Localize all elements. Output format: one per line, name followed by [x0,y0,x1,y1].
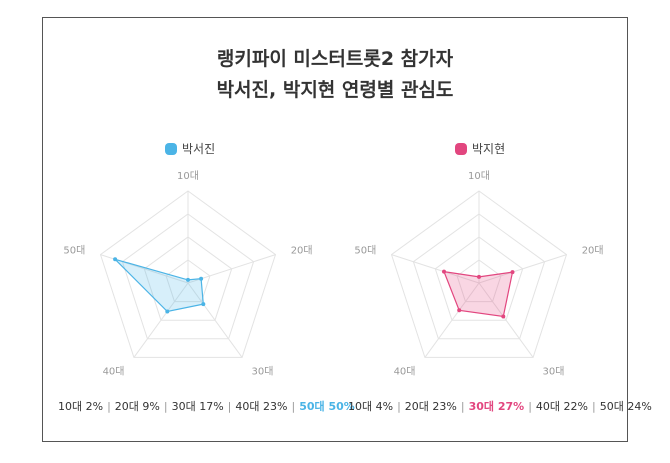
summary-item: 30대 17% [171,400,224,413]
grid-spoke [187,282,243,358]
grid-spoke [391,254,480,284]
radar-chart-seojin: 10대 20대 30대 40대 50대 [63,170,312,377]
axis-label: 30대 [543,365,565,377]
data-point [477,274,481,279]
axis-label: 40대 [394,365,416,377]
axis-label: 10대 [177,170,199,182]
summary-separator: | [460,400,465,413]
grid-spoke [478,254,567,284]
summary-separator: | [291,400,296,413]
series-area [443,270,514,318]
grid-ring [143,236,233,321]
summary-seojin: 10대 2% | 20대 9% | 30대 17% | 40대 23% | 50대 50% [58,398,355,414]
grid-ring [390,190,568,358]
legend-swatch-jihyun [455,142,467,155]
chart-title-line2: 박서진, 박지현 연령별 관심도 [216,79,454,101]
chart-frame [42,17,628,442]
summary-jihyun: 10대 4% | 20대 23% | 30대 27% | 40대 22% | 50대 24% [348,398,652,414]
summary-item: 10대 4% [348,400,394,413]
data-point [113,257,118,262]
data-point [186,277,190,282]
summary-item: 50대 50% [299,400,355,413]
legend-seojin: 박서진 [165,140,215,157]
data-point [199,276,204,281]
summary-separator: | [397,400,401,413]
legend-swatch-seojin [165,142,177,155]
summary-separator: | [163,400,168,413]
data-point [201,302,206,307]
summary-separator: | [591,400,596,413]
axis-label: 30대 [252,365,274,377]
summary-item: 50대 24% [599,400,652,413]
data-point [442,269,446,274]
data-point [510,270,515,275]
chart-title-line1: 랭키파이 미스터트롯2 참가자 [216,48,454,70]
grid-ring [165,259,211,303]
grid-ring [434,236,524,321]
legend-label-seojin: 박서진 [182,142,216,156]
grid-spoke [424,282,480,358]
grid-spoke [478,282,534,358]
data-point [501,314,506,319]
grid-spoke [133,282,189,358]
axis-label: 50대 [63,245,85,257]
grid-ring [121,213,255,340]
summary-item: 20대 9% [114,400,160,413]
summary-separator: | [227,400,232,413]
legend-jihyun: 박지현 [455,140,505,157]
axis-label: 10대 [468,170,490,182]
summary-item: 20대 23% [404,400,457,413]
summary-item: 10대 2% [58,400,104,413]
legend-label-jihyun: 박지현 [472,142,506,156]
axis-label: 50대 [354,245,376,257]
axis-label: 20대 [582,245,604,257]
grid-ring [456,259,502,303]
summary-item: 40대 23% [235,400,288,413]
data-point [457,308,462,313]
data-point [165,309,170,314]
axis-label: 20대 [291,245,313,257]
series-area [113,258,204,313]
radar-chart-jihyun: 10대 20대 30대 40대 50대 [354,170,603,377]
summary-item: 30대 27% [468,400,525,413]
summary-separator: | [528,400,532,413]
grid-ring [412,213,546,340]
summary-item: 40대 22% [535,400,588,413]
grid-ring [99,190,277,358]
summary-separator: | [107,400,111,413]
axis-label: 40대 [103,365,125,377]
